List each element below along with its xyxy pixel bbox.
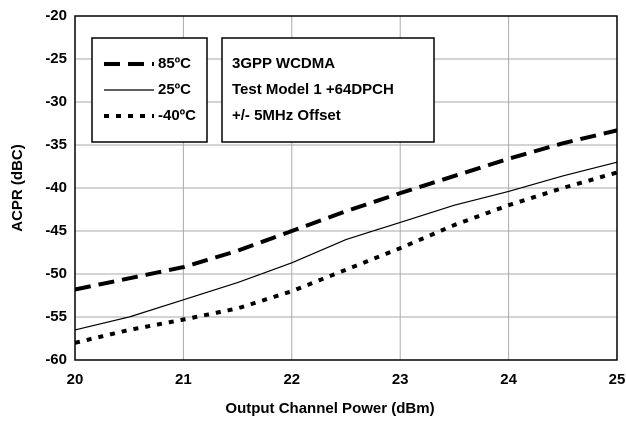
annotation-text: Test Model 1 +64DPCH bbox=[232, 81, 394, 98]
y-axis-label: ACPR (dBC) bbox=[9, 144, 26, 232]
legend-label: 25ºC bbox=[158, 81, 191, 98]
x-tick-label: 23 bbox=[392, 371, 409, 388]
plot-frame bbox=[74, 15, 618, 361]
y-tick-label: -40 bbox=[45, 179, 67, 196]
x-axis-label: Output Channel Power (dBm) bbox=[225, 400, 434, 417]
x-tick-label: 24 bbox=[500, 371, 517, 388]
annotation-box bbox=[221, 37, 435, 143]
x-tick-label: 25 bbox=[609, 371, 626, 388]
y-tick-label: -50 bbox=[45, 265, 67, 282]
legend-label: -40ºC bbox=[158, 107, 196, 124]
y-tick-label: -35 bbox=[45, 136, 67, 153]
annotation-text: 3GPP WCDMA bbox=[232, 55, 335, 72]
x-tick-label: 22 bbox=[283, 371, 300, 388]
legend-label: 85ºC bbox=[158, 55, 191, 72]
y-tick-label: -30 bbox=[45, 93, 67, 110]
y-tick-label: -20 bbox=[45, 7, 67, 24]
y-tick-label: -45 bbox=[45, 222, 67, 239]
series-line bbox=[74, 128, 618, 292]
y-tick-label: -60 bbox=[45, 351, 67, 368]
x-tick-label: 21 bbox=[175, 371, 192, 388]
y-tick-label: -55 bbox=[45, 308, 67, 325]
annotation-text: +/- 5MHz Offset bbox=[232, 107, 341, 124]
y-tick-label: -25 bbox=[45, 50, 67, 67]
x-tick-label: 20 bbox=[67, 371, 84, 388]
series-line bbox=[74, 161, 618, 331]
